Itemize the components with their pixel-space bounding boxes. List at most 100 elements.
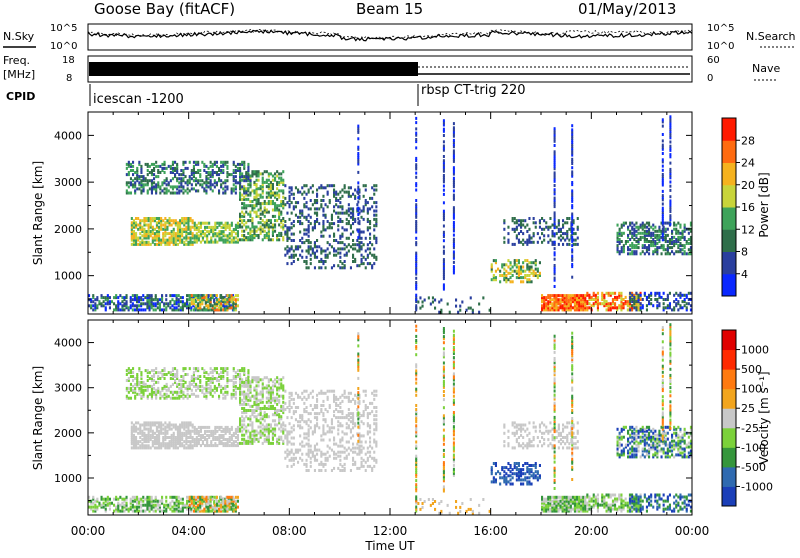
power-cell	[554, 197, 556, 200]
power-cell	[138, 296, 140, 299]
velocity-cell	[214, 436, 216, 439]
power-cell	[303, 216, 305, 219]
power-cell	[646, 230, 648, 233]
power-cell	[227, 234, 229, 237]
power-cell	[151, 163, 153, 166]
power-cell	[663, 302, 665, 305]
power-cell	[251, 189, 253, 192]
power-cell	[684, 294, 686, 297]
power-cell	[216, 241, 218, 244]
power-cell	[197, 302, 199, 305]
velocity-cell	[181, 432, 183, 435]
power-cell	[554, 241, 556, 244]
power-cell	[595, 294, 597, 297]
power-cell	[280, 172, 282, 175]
power-cell	[140, 189, 142, 192]
power-cell	[160, 239, 162, 242]
power-cell	[357, 213, 359, 216]
power-cell	[350, 186, 352, 189]
power-cell	[260, 226, 262, 229]
velocity-cell	[218, 426, 220, 429]
power-cell	[286, 262, 288, 265]
power-cell	[549, 306, 551, 309]
power-cell	[677, 294, 679, 297]
power-cell	[229, 304, 231, 307]
velocity-cell	[251, 434, 253, 437]
power-cell	[346, 222, 348, 225]
velocity-cell	[183, 440, 185, 443]
power-cell	[174, 185, 176, 188]
power-cell	[588, 306, 590, 309]
power-cell	[571, 223, 573, 226]
power-cell	[115, 294, 117, 297]
power-cell	[178, 185, 180, 188]
velocity-cell	[268, 405, 270, 408]
velocity-cell	[153, 387, 155, 390]
power-cell	[373, 235, 375, 238]
power-cell	[686, 294, 688, 297]
velocity-cell	[171, 506, 173, 509]
power-cell	[627, 300, 629, 303]
power-cell	[301, 193, 303, 196]
power-cell	[526, 230, 528, 233]
power-cell	[175, 232, 177, 235]
power-cell	[266, 179, 268, 182]
power-cell	[286, 250, 288, 253]
power-cell	[178, 298, 180, 301]
velocity-cell	[155, 389, 157, 392]
power-cell	[138, 308, 140, 311]
power-cell	[654, 230, 656, 233]
power-cell	[280, 200, 282, 203]
power-cell	[419, 296, 421, 299]
power-cell	[173, 219, 175, 222]
power-cell	[268, 211, 270, 214]
power-cell	[226, 306, 228, 309]
power-cell	[679, 232, 681, 235]
power-cell	[533, 261, 535, 264]
power-cell	[520, 276, 522, 279]
power-cell	[415, 172, 417, 175]
velocity-cell	[121, 502, 123, 505]
power-cell	[357, 146, 359, 149]
power-cell	[635, 250, 637, 253]
velocity-cell	[142, 496, 144, 499]
velocity-cell	[249, 380, 251, 383]
power-cell	[507, 259, 509, 262]
power-cell	[293, 197, 295, 200]
power-cell	[134, 181, 136, 184]
power-cell	[212, 304, 214, 307]
power-cell	[363, 243, 365, 246]
power-cell	[158, 217, 160, 220]
power-cell	[107, 294, 109, 297]
power-cell	[146, 217, 148, 220]
power-cell	[243, 179, 245, 182]
power-cell	[373, 218, 375, 221]
velocity-cell	[179, 424, 181, 427]
velocity-cell	[172, 391, 174, 394]
velocity-cell	[282, 384, 284, 387]
power-cell	[571, 263, 573, 266]
power-cell	[322, 250, 324, 253]
power-cell	[571, 158, 573, 161]
power-cell	[161, 294, 163, 297]
velocity-cell	[262, 407, 264, 410]
velocity-cell	[253, 376, 255, 379]
power-cell	[233, 161, 235, 164]
power-cell	[272, 209, 274, 212]
velocity-cell	[164, 421, 166, 424]
power-cell	[130, 296, 132, 299]
power-cell	[170, 171, 172, 174]
power-cell	[535, 259, 537, 262]
power-cell	[571, 170, 573, 173]
cpid-icescan: icescan -1200	[93, 92, 184, 107]
power-cell	[295, 201, 297, 204]
velocity-cell	[282, 401, 284, 404]
power-cell	[571, 248, 573, 251]
velocity-cell	[185, 446, 187, 449]
power-cell	[299, 245, 301, 248]
power-cell	[224, 189, 226, 192]
velocity-cell	[256, 376, 258, 379]
velocity-cell	[223, 428, 225, 431]
power-cell	[375, 214, 377, 217]
power-cell	[667, 228, 669, 231]
